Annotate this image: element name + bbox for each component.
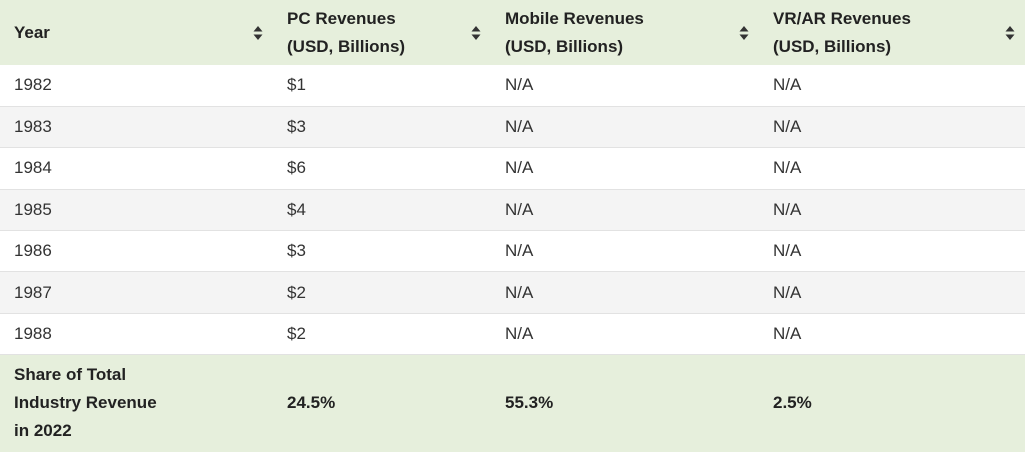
cell-mobile-revenue: N/A <box>491 271 759 314</box>
summary-mobile-share: 55.3% <box>505 393 554 413</box>
cell-vrar-revenue: N/A <box>759 271 1025 314</box>
sort-icon[interactable] <box>253 25 263 41</box>
cell-mobile-revenue: N/A <box>491 147 759 190</box>
column-header-unit: (USD, Billions) <box>773 36 892 56</box>
cell-year: 1982 <box>0 65 273 107</box>
cell-vrar-revenue: N/A <box>759 189 1025 232</box>
cell-pc-revenue: $3 <box>273 230 491 273</box>
cell-year: 1988 <box>0 313 273 356</box>
table-row: 1983 $3 N/A N/A <box>0 106 1025 149</box>
column-header-label: VR/AR Revenues <box>773 8 911 28</box>
cell-mobile-revenue: N/A <box>491 106 759 149</box>
column-header-label: PC Revenues <box>287 8 396 28</box>
column-header-label: Mobile Revenues <box>505 8 644 28</box>
table-body: 1982 $1 N/A N/A 1983 $3 N/A N/A 1984 $6 … <box>0 65 1025 452</box>
cell-pc-revenue: $6 <box>273 147 491 190</box>
table-row: 1985 $4 N/A N/A <box>0 189 1025 232</box>
summary-vrar-share: 2.5% <box>773 393 812 413</box>
cell-pc-revenue: $3 <box>273 106 491 149</box>
column-header-vrar-revenues[interactable]: VR/AR Revenues (USD, Billions) <box>759 0 1025 65</box>
column-header-mobile-revenues[interactable]: Mobile Revenues (USD, Billions) <box>491 0 759 65</box>
cell-mobile-revenue: N/A <box>491 65 759 107</box>
column-header-pc-revenues[interactable]: PC Revenues (USD, Billions) <box>273 0 491 65</box>
table-header: Year PC Revenues (USD, Billions) Mobile … <box>0 0 1025 65</box>
column-header-year[interactable]: Year <box>0 0 273 65</box>
sort-icon[interactable] <box>471 25 481 41</box>
cell-vrar-revenue: N/A <box>759 106 1025 149</box>
cell-mobile-revenue: N/A <box>491 313 759 356</box>
summary-row: Share of Total Industry Revenue in 2022 … <box>0 354 1025 452</box>
cell-mobile-revenue: N/A <box>491 230 759 273</box>
cell-year: 1985 <box>0 189 273 232</box>
table-row: 1984 $6 N/A N/A <box>0 147 1025 190</box>
cell-year: 1987 <box>0 271 273 314</box>
table-row: 1982 $1 N/A N/A <box>0 65 1025 107</box>
cell-pc-revenue: $1 <box>273 65 491 107</box>
cell-year: 1986 <box>0 230 273 273</box>
column-header-unit: (USD, Billions) <box>287 36 406 56</box>
table-row: 1987 $2 N/A N/A <box>0 271 1025 314</box>
cell-pc-revenue: $2 <box>273 313 491 356</box>
table-row: 1986 $3 N/A N/A <box>0 230 1025 273</box>
cell-pc-revenue: $2 <box>273 271 491 314</box>
summary-label-line: in 2022 <box>14 421 72 441</box>
summary-label: Share of Total Industry Revenue in 2022 <box>0 355 273 452</box>
cell-vrar-revenue: N/A <box>759 147 1025 190</box>
sort-icon[interactable] <box>739 25 749 41</box>
cell-vrar-revenue: N/A <box>759 230 1025 273</box>
cell-year: 1984 <box>0 147 273 190</box>
column-header-label: Year <box>14 22 50 42</box>
summary-label-line: Industry Revenue <box>14 393 157 413</box>
sort-icon[interactable] <box>1005 25 1015 41</box>
cell-pc-revenue: $4 <box>273 189 491 232</box>
cell-vrar-revenue: N/A <box>759 313 1025 356</box>
column-header-unit: (USD, Billions) <box>505 36 624 56</box>
cell-mobile-revenue: N/A <box>491 189 759 232</box>
cell-vrar-revenue: N/A <box>759 65 1025 107</box>
cell-year: 1983 <box>0 106 273 149</box>
summary-label-line: Share of Total <box>14 365 127 385</box>
summary-pc-share: 24.5% <box>287 393 336 413</box>
header-row: Year PC Revenues (USD, Billions) Mobile … <box>0 0 1025 65</box>
table-row: 1988 $2 N/A N/A <box>0 313 1025 356</box>
